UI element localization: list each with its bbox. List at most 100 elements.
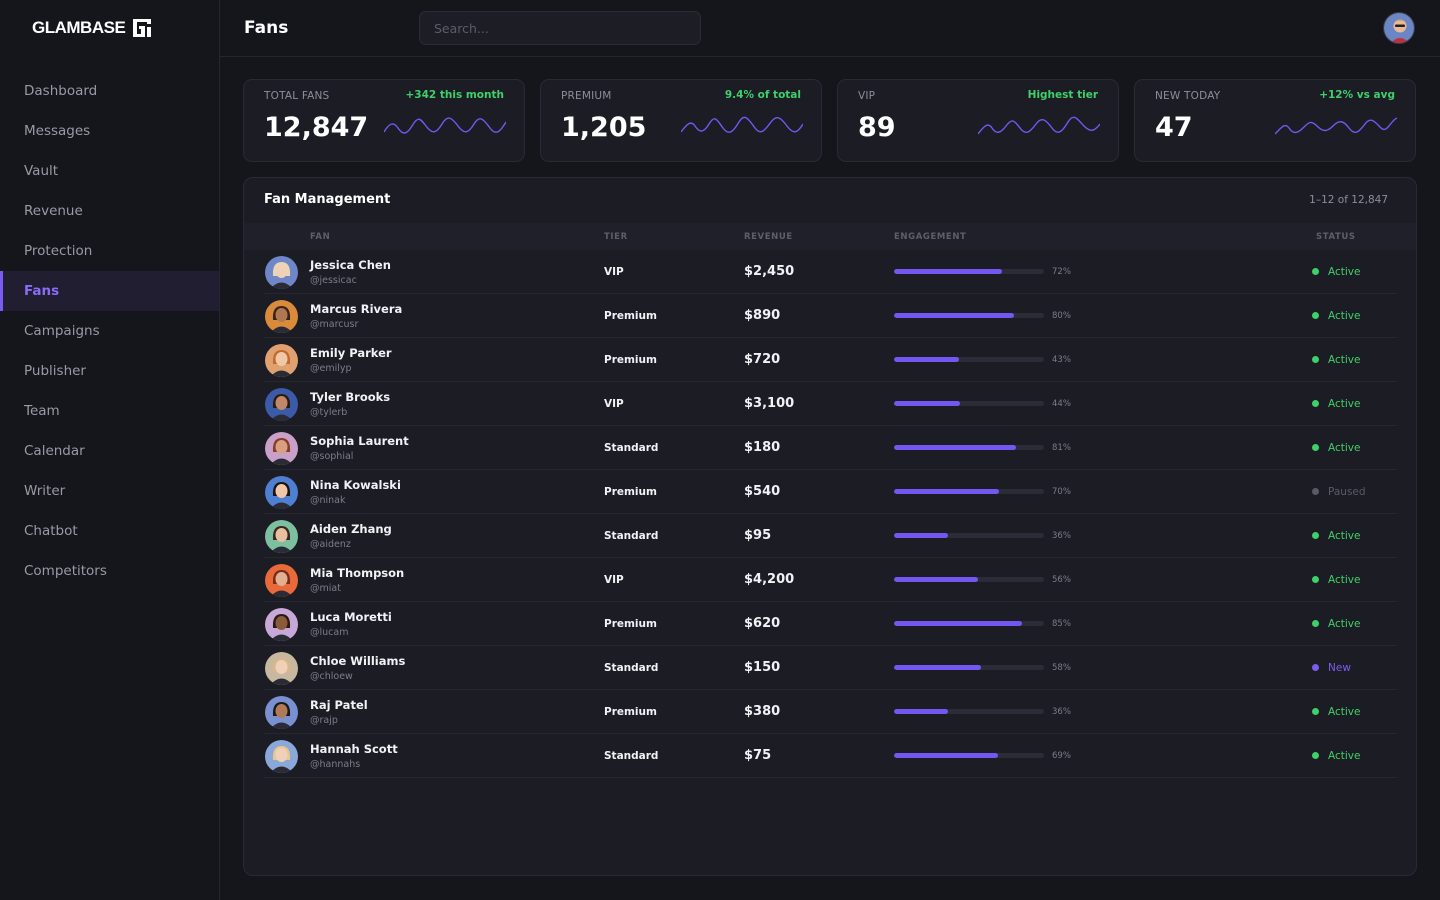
engagement-percent: 80%: [1052, 311, 1071, 321]
fan-avatar[interactable]: [265, 652, 298, 685]
fan-avatar[interactable]: [265, 696, 298, 729]
fan-tier: Premium: [604, 310, 657, 322]
status-dot-icon: [1312, 532, 1319, 539]
fan-avatar[interactable]: [265, 432, 298, 465]
table-row[interactable]: Mia Thompson @miat VIP $4,200 56% Active: [264, 558, 1397, 602]
fan-name[interactable]: Chloe Williams: [310, 654, 406, 668]
column-header-engagement[interactable]: ENGAGEMENT: [894, 232, 967, 242]
table-row[interactable]: Chloe Williams @chloew Standard $150 58% New: [264, 646, 1397, 690]
table-row[interactable]: Jessica Chen @jessicac VIP $2,450 72% Active: [264, 250, 1397, 294]
avatar-icon: [265, 256, 298, 289]
fan-tier: Premium: [604, 486, 657, 498]
topbar: Fans: [220, 0, 1440, 57]
fan-avatar[interactable]: [265, 300, 298, 333]
stat-delta: +342 this month: [405, 89, 505, 101]
table-row[interactable]: Nina Kowalski @ninak Premium $540 70% Paused: [264, 470, 1397, 514]
sidebar-item-revenue[interactable]: Revenue: [24, 203, 83, 219]
fan-name[interactable]: Raj Patel: [310, 698, 368, 712]
engagement-percent: 70%: [1052, 487, 1071, 497]
sidebar-item-protection[interactable]: Protection: [24, 243, 93, 259]
table-row[interactable]: Marcus Rivera @marcusr Premium $890 80% Activ…: [264, 294, 1397, 338]
sidebar-item-writer[interactable]: Writer: [24, 483, 66, 499]
fan-avatar[interactable]: [265, 564, 298, 597]
engagement-bar: [894, 533, 1044, 538]
table-row[interactable]: Raj Patel @rajp Premium $380 36% Active: [264, 690, 1397, 734]
sparkline-chart: [978, 116, 1100, 135]
fan-name[interactable]: Mia Thompson: [310, 566, 405, 580]
fan-handle: @ninak: [310, 495, 346, 506]
engagement-bar: [894, 357, 1044, 362]
stat-value: 1,205: [561, 112, 647, 143]
fan-tier: Standard: [604, 442, 659, 454]
engagement-bar: [894, 621, 1044, 626]
fan-tier: Standard: [604, 662, 659, 674]
sidebar-item-fans[interactable]: Fans: [0, 271, 219, 311]
fan-avatar[interactable]: [265, 256, 298, 289]
sidebar-item-vault[interactable]: Vault: [24, 163, 59, 179]
engagement-percent: 85%: [1052, 619, 1071, 629]
fan-handle: @miat: [310, 583, 341, 594]
user-avatar-icon: [1384, 13, 1414, 43]
fan-avatar[interactable]: [265, 608, 298, 641]
fan-name[interactable]: Jessica Chen: [310, 258, 391, 272]
column-header-fan[interactable]: FAN: [310, 232, 331, 242]
column-header-status[interactable]: STATUS: [1316, 232, 1356, 242]
fan-revenue: $180: [744, 440, 781, 455]
fan-handle: @emilyp: [310, 363, 352, 374]
avatar-icon: [265, 432, 298, 465]
fan-avatar[interactable]: [265, 740, 298, 773]
fan-name[interactable]: Luca Moretti: [310, 610, 392, 624]
table-row[interactable]: Tyler Brooks @tylerb VIP $3,100 44% Active: [264, 382, 1397, 426]
table-header: FAN TIER REVENUE ENGAGEMENT STATUS: [244, 223, 1416, 250]
fan-avatar[interactable]: [265, 344, 298, 377]
table-row[interactable]: Emily Parker @emilyp Premium $720 43% Active: [264, 338, 1397, 382]
sidebar-item-calendar[interactable]: Calendar: [24, 443, 85, 459]
brand-logo[interactable]: GLAMBASE: [32, 16, 153, 40]
engagement-bar: [894, 665, 1044, 670]
engagement-percent: 69%: [1052, 751, 1071, 761]
fan-tier: Standard: [604, 750, 659, 762]
fan-name[interactable]: Hannah Scott: [310, 742, 398, 756]
engagement-bar: [894, 577, 1044, 582]
table-row[interactable]: Hannah Scott @hannahs Standard $75 69% Active: [264, 734, 1397, 778]
fan-revenue: $890: [744, 308, 781, 323]
table-row[interactable]: Luca Moretti @lucam Premium $620 85% Active: [264, 602, 1397, 646]
table-row[interactable]: Sophia Laurent @sophial Standard $180 81% Act…: [264, 426, 1397, 470]
page-title: Fans: [244, 18, 289, 38]
fan-revenue: $4,200: [744, 572, 795, 587]
engagement-bar-fill: [894, 401, 960, 406]
fan-name[interactable]: Nina Kowalski: [310, 478, 401, 492]
sidebar-item-publisher[interactable]: Publisher: [24, 363, 86, 379]
fan-management-panel: Fan Management 1–12 of 12,847 FAN TIER R…: [243, 177, 1417, 876]
stat-value: 12,847: [264, 112, 369, 143]
fan-avatar[interactable]: [265, 388, 298, 421]
search-input[interactable]: [419, 11, 701, 45]
engagement-bar: [894, 269, 1044, 274]
fan-tier: Premium: [604, 354, 657, 366]
sidebar-item-campaigns[interactable]: Campaigns: [24, 323, 100, 339]
sidebar-item-team[interactable]: Team: [24, 403, 60, 419]
fan-revenue: $380: [744, 704, 781, 719]
table-row[interactable]: Aiden Zhang @aidenz Standard $95 36% Active: [264, 514, 1397, 558]
fan-name[interactable]: Marcus Rivera: [310, 302, 403, 316]
avatar-icon: [265, 300, 298, 333]
sidebar-item-competitors[interactable]: Competitors: [24, 563, 107, 579]
fan-name[interactable]: Tyler Brooks: [310, 390, 391, 404]
fan-name[interactable]: Sophia Laurent: [310, 434, 409, 448]
fan-avatar[interactable]: [265, 520, 298, 553]
fan-handle: @lucam: [310, 627, 349, 638]
fan-name[interactable]: Aiden Zhang: [310, 522, 392, 536]
avatar-icon: [265, 696, 298, 729]
sidebar-item-chatbot[interactable]: Chatbot: [24, 523, 78, 539]
column-header-revenue[interactable]: REVENUE: [744, 232, 793, 242]
fan-name[interactable]: Emily Parker: [310, 346, 392, 360]
pagination-count: 1–12 of 12,847: [1309, 194, 1388, 206]
fan-tier: VIP: [604, 398, 624, 410]
column-header-tier[interactable]: TIER: [604, 232, 628, 242]
stat-label: NEW TODAY: [1155, 90, 1221, 102]
avatar-icon: [265, 652, 298, 685]
sidebar-item-dashboard[interactable]: Dashboard: [24, 83, 98, 99]
user-avatar[interactable]: [1383, 12, 1415, 44]
sidebar-item-messages[interactable]: Messages: [24, 123, 91, 139]
fan-avatar[interactable]: [265, 476, 298, 509]
